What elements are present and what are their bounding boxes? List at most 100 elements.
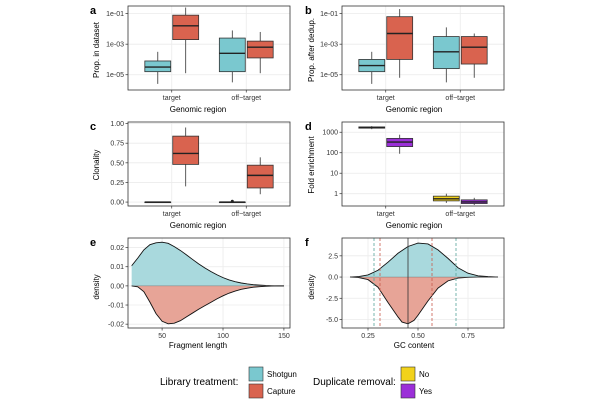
legend-label-no: No bbox=[419, 370, 430, 379]
panel-f-area-capture bbox=[350, 277, 498, 324]
panel-d-ytick-label: 1000 bbox=[322, 130, 338, 137]
legend-swatch-shotgun bbox=[248, 366, 264, 382]
panel-d-box-no-off-target bbox=[432, 193, 460, 203]
panel-a-border bbox=[127, 5, 291, 91]
panel-a-box-capture-target-body bbox=[172, 14, 200, 40]
panel-d-ytick-label: 10 bbox=[330, 171, 338, 178]
panel-a-box-capture-off-target bbox=[246, 31, 274, 74]
panel-a-xtick-label: target bbox=[163, 95, 181, 102]
panel-f-ytick-label: -2.5 bbox=[326, 296, 338, 303]
panel-d-xlabel: Genomic region bbox=[386, 221, 442, 230]
panel-d-box-yes-off-target bbox=[460, 197, 488, 205]
panel-f-ylabel: density bbox=[307, 274, 316, 299]
panel-e-ytick-label: -0.01 bbox=[108, 303, 124, 310]
panel-c-box-shotgun-target bbox=[144, 201, 172, 204]
legend-library-title: Library treatment: bbox=[160, 377, 238, 388]
panel-d-xtick-label: target bbox=[377, 211, 395, 218]
panel-b-box-shotgun-off-target-body bbox=[432, 36, 460, 70]
panel-c-xtick-label: target bbox=[163, 211, 181, 218]
panel-e-ytick-label: 0.00 bbox=[110, 283, 124, 290]
panel-d-plot: 1 10 100 1000 target off−target bbox=[322, 121, 505, 218]
panel-b-xtick-label: off−target bbox=[445, 95, 475, 102]
panel-e-letter: e bbox=[90, 237, 96, 249]
legend-label-yes: Yes bbox=[419, 387, 432, 396]
legend-swatch-capture bbox=[248, 383, 264, 399]
panel-d-ytick-label: 100 bbox=[326, 150, 338, 157]
panel-b-ytick-label: 1e-01 bbox=[320, 11, 338, 18]
panel-f-plot: -5.0 -2.5 0.0 2.5 0.25 0.50 0.75 bbox=[326, 237, 505, 340]
panel-d-xtick-label: off−target bbox=[445, 211, 475, 218]
panel-b-box-capture-off-target-body bbox=[460, 36, 488, 65]
panel-a-box-shotgun-target bbox=[144, 51, 172, 84]
legend-swatch-yes bbox=[400, 383, 416, 399]
panel-e-xtick-label: 50 bbox=[158, 333, 166, 340]
panel-c-bg bbox=[128, 122, 290, 206]
legend-dup-title: Duplicate removal: bbox=[313, 377, 396, 388]
panel-f-curve-shotgun bbox=[349, 242, 499, 278]
panel-e-ytick-label: 0.02 bbox=[110, 245, 124, 252]
panel-e-xtick-label: 150 bbox=[278, 333, 290, 340]
panel-d-ytick-label: 1 bbox=[334, 191, 338, 198]
panel-a-letter: a bbox=[90, 5, 97, 17]
panel-e-area-shotgun bbox=[131, 242, 284, 286]
panel-e-curve-capture bbox=[131, 285, 284, 325]
panel-c-plot: 0.00 0.25 0.50 0.75 1.00 target off−target bbox=[110, 121, 291, 218]
panel-f-curve-capture bbox=[349, 276, 498, 325]
panel-a-box-shotgun-off-target-body bbox=[218, 37, 246, 73]
panel-b-ytick-label: 1e-03 bbox=[320, 42, 338, 49]
panel-d-box-no-target bbox=[358, 126, 386, 130]
panel-e-ylabel: density bbox=[92, 274, 101, 299]
panel-c-xtick-label: off−target bbox=[231, 211, 261, 218]
panel-b-box-capture-off-target bbox=[460, 33, 488, 78]
panel-b-box-shotgun-target bbox=[358, 51, 386, 84]
panel-c-box-capture-off-target-body bbox=[246, 164, 274, 189]
panel-a-ylabel: Prop. in dataset bbox=[92, 21, 101, 78]
panel-a-box-shotgun-target-body bbox=[144, 60, 172, 73]
panel-b-box-shotgun-off-target bbox=[432, 27, 460, 83]
panel-f-xtick-label: 0.25 bbox=[361, 333, 375, 340]
panel-b-ytick-label: 1e-05 bbox=[320, 72, 338, 79]
panel-a-xtick-label: off−target bbox=[231, 95, 261, 102]
panel-d-bg bbox=[342, 122, 504, 206]
panel-d-box-yes-target bbox=[386, 134, 414, 154]
panel-b-xlabel: Genomic region bbox=[386, 105, 442, 114]
panel-e-xlabel: Fragment length bbox=[169, 341, 227, 350]
panel-c-ytick-label: 0.25 bbox=[110, 180, 124, 187]
panel-c-ylabel: Clonality bbox=[92, 150, 101, 181]
panel-a-box-capture-off-target-body bbox=[246, 40, 274, 59]
panel-e-xtick-label: 100 bbox=[217, 333, 229, 340]
panel-a-box-shotgun-off-target bbox=[218, 30, 246, 83]
panel-a-ytick-label: 1e-01 bbox=[106, 11, 124, 18]
panel-c-ytick-label: 0.75 bbox=[110, 141, 124, 148]
panel-f-area-shotgun bbox=[350, 243, 498, 278]
panel-a-ytick-label: 1e-03 bbox=[106, 42, 124, 49]
panel-e-plot: -0.02 -0.01 0.00 0.01 0.02 50 100 150 bbox=[108, 237, 291, 340]
panel-b-box-capture-target-body bbox=[386, 16, 414, 60]
panel-c-ytick-label: 1.00 bbox=[110, 121, 124, 128]
panel-c-box-capture-target bbox=[172, 127, 200, 187]
panel-d-border bbox=[341, 121, 505, 207]
panel-b-plot: 1e-05 1e-03 1e-01 target off−target bbox=[320, 5, 505, 102]
panel-c-ytick-label: 0.50 bbox=[110, 160, 124, 167]
panel-b-xtick-label: target bbox=[377, 95, 395, 102]
panel-e-border bbox=[127, 237, 291, 329]
panel-a-plot: 1e-05 1e-03 1e-01 target off−target bbox=[106, 5, 291, 102]
panel-a-ytick-label: 1e-05 bbox=[106, 72, 124, 79]
panel-c-box-shotgun-off-target-outlier bbox=[230, 199, 234, 203]
panel-f-ytick-label: -5.0 bbox=[326, 317, 338, 324]
panel-f-border bbox=[341, 237, 505, 329]
panel-a-xlabel: Genomic region bbox=[170, 105, 226, 114]
panel-f-letter: f bbox=[305, 237, 309, 249]
panel-b-box-capture-target bbox=[386, 9, 414, 78]
panel-c-border bbox=[127, 121, 291, 207]
panel-e-ytick-label: -0.02 bbox=[108, 322, 124, 329]
panel-c-box-capture-target-body bbox=[172, 135, 200, 165]
legend-label-shotgun: Shotgun bbox=[267, 370, 297, 379]
panel-c-box-shotgun-off-target bbox=[218, 199, 246, 204]
panel-f-xlabel: GC content bbox=[394, 341, 435, 350]
panel-f-ytick-label: 2.5 bbox=[328, 253, 338, 260]
panel-c-xlabel: Genomic region bbox=[170, 221, 226, 230]
panel-c-box-capture-off-target bbox=[246, 157, 274, 195]
